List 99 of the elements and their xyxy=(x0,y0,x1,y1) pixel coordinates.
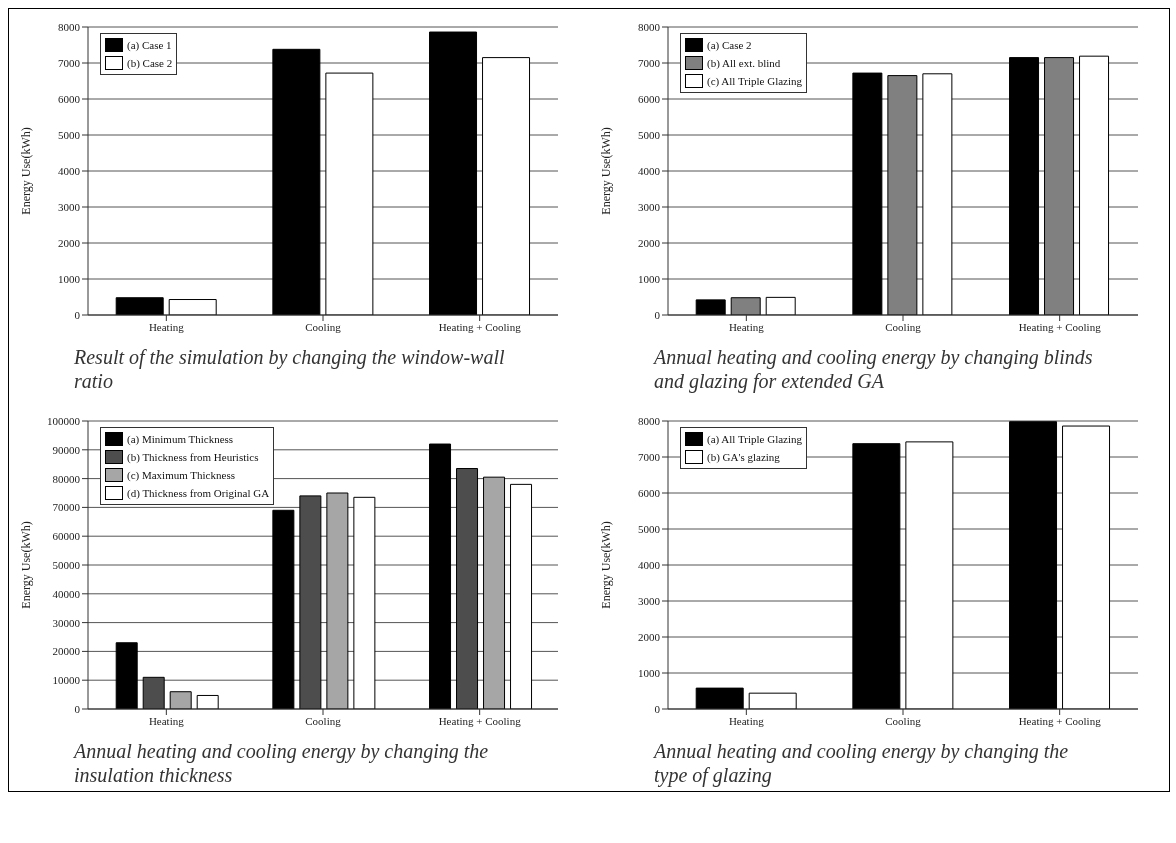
bar xyxy=(1079,55,1110,315)
text: Annual heating and cooling energy by changing the insulation thickness xyxy=(74,739,490,787)
y-tick-label: 3000 xyxy=(638,594,661,607)
bar xyxy=(852,443,901,709)
y-tick-label: 5000 xyxy=(638,522,661,535)
x-tick-label: Heating + Cooling xyxy=(438,320,522,333)
bar xyxy=(510,483,533,709)
text: Result of the simulation by changing the window-wall ratio xyxy=(74,345,506,393)
bar xyxy=(196,694,219,709)
y-tick-label: 1000 xyxy=(638,666,661,679)
y-tick-label: 70000 xyxy=(52,501,81,514)
bar xyxy=(169,691,192,709)
bar xyxy=(482,57,531,315)
x-tick-label: Heating + Cooling xyxy=(1018,714,1102,727)
legend-label: (a) All Triple Glazing xyxy=(707,433,803,445)
y-tick-label: 4000 xyxy=(638,558,661,571)
y-axis-title: Energy Use(kWh) xyxy=(19,127,34,215)
y-tick-label: 40000 xyxy=(52,587,81,600)
x-tick-label: Heating + Cooling xyxy=(1018,320,1102,333)
bar xyxy=(272,48,321,315)
y-tick-label: 80000 xyxy=(52,472,81,485)
y-tick-label: 8000 xyxy=(638,20,661,33)
bar xyxy=(325,72,374,315)
y-tick-label: 8000 xyxy=(58,20,81,33)
bar xyxy=(695,299,726,315)
x-tick-label: Cooling xyxy=(305,320,342,333)
bar xyxy=(887,75,918,315)
x-tick-label: Heating + Cooling xyxy=(438,714,522,727)
y-tick-label: 30000 xyxy=(52,616,81,629)
y-tick-label: 0 xyxy=(654,702,661,715)
y-tick-label: 8000 xyxy=(638,414,661,427)
text: Annual heating and cooling energy by changing blinds and glazing for extended GA xyxy=(654,345,1094,393)
legend-label: (a) Case 1 xyxy=(127,39,172,51)
legend-label: (b) All ext. blind xyxy=(707,57,781,69)
y-axis-title: Energy Use(kWh) xyxy=(19,521,34,609)
legend-label: (d) Thickness from Original GA xyxy=(127,487,270,499)
bar xyxy=(852,72,883,315)
bar xyxy=(695,687,744,709)
y-tick-label: 0 xyxy=(654,308,661,321)
y-tick-label: 7000 xyxy=(58,56,81,69)
legend-label: (c) All Triple Glazing xyxy=(707,75,803,87)
y-tick-label: 50000 xyxy=(52,558,81,571)
legend-label: (b) Case 2 xyxy=(127,57,173,69)
bar xyxy=(353,496,376,709)
y-tick-label: 5000 xyxy=(58,128,81,141)
y-axis-title: Energy Use(kWh) xyxy=(599,521,614,609)
y-tick-label: 6000 xyxy=(58,92,81,105)
legend-label: (c) Maximum Thickness xyxy=(127,469,235,481)
text: Annual heating and cooling energy by changing the type of glazing xyxy=(654,739,1070,787)
x-tick-label: Heating xyxy=(148,714,185,727)
bar xyxy=(748,692,797,709)
x-tick-label: Cooling xyxy=(885,714,922,727)
bar xyxy=(115,297,164,315)
y-tick-label: 1000 xyxy=(638,272,661,285)
legend-label: (b) GA's glazing xyxy=(707,451,780,463)
bar xyxy=(922,73,953,315)
bar xyxy=(1044,57,1075,315)
y-tick-label: 4000 xyxy=(638,164,661,177)
bar xyxy=(1009,421,1058,709)
legend-label: (b) Thickness from Heuristics xyxy=(127,451,259,463)
y-axis-title: Energy Use(kWh) xyxy=(599,127,614,215)
bar xyxy=(168,299,217,315)
y-tick-label: 60000 xyxy=(52,530,81,543)
y-tick-label: 6000 xyxy=(638,486,661,499)
bar xyxy=(326,492,349,709)
bar xyxy=(483,476,506,709)
y-tick-label: 2000 xyxy=(58,236,81,249)
x-tick-label: Heating xyxy=(728,714,765,727)
bar xyxy=(1062,425,1111,709)
y-tick-label: 2000 xyxy=(638,630,661,643)
y-tick-label: 7000 xyxy=(638,450,661,463)
bar xyxy=(429,31,478,315)
x-tick-label: Heating xyxy=(148,320,185,333)
y-tick-label: 0 xyxy=(74,308,81,321)
legend-label: (a) Case 2 xyxy=(707,39,752,51)
y-tick-label: 20000 xyxy=(52,645,81,658)
bar xyxy=(115,642,138,709)
bar xyxy=(429,443,452,709)
y-tick-label: 5000 xyxy=(638,128,661,141)
y-tick-label: 3000 xyxy=(58,200,81,213)
y-tick-label: 0 xyxy=(74,702,81,715)
y-tick-label: 100000 xyxy=(47,414,81,427)
x-tick-label: Cooling xyxy=(885,320,922,333)
legend-label: (a) Minimum Thickness xyxy=(127,433,234,445)
y-tick-label: 4000 xyxy=(58,164,81,177)
y-tick-label: 90000 xyxy=(52,443,81,456)
x-tick-label: Heating xyxy=(728,320,765,333)
y-tick-label: 7000 xyxy=(638,56,661,69)
bar xyxy=(730,297,761,315)
x-tick-label: Cooling xyxy=(305,714,342,727)
y-tick-label: 3000 xyxy=(638,200,661,213)
y-tick-label: 6000 xyxy=(638,92,661,105)
bar xyxy=(905,441,954,709)
bar xyxy=(272,509,295,709)
y-tick-label: 2000 xyxy=(638,236,661,249)
y-tick-label: 1000 xyxy=(58,272,81,285)
y-tick-label: 10000 xyxy=(52,674,81,687)
bar xyxy=(765,296,796,315)
bar xyxy=(1009,57,1040,315)
